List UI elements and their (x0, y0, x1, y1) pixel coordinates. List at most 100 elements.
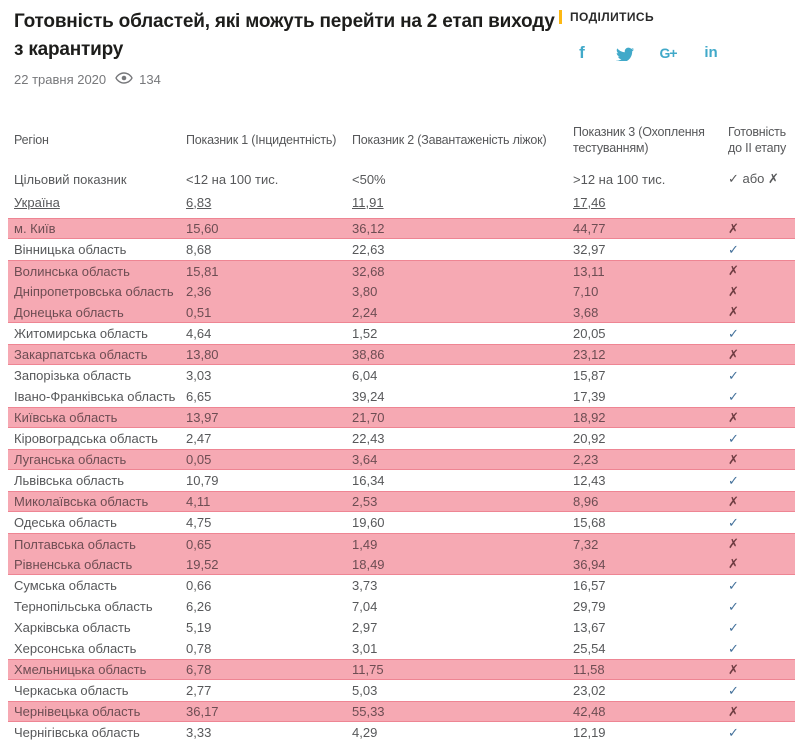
ukraine-v2-link[interactable]: 11,91 (352, 194, 384, 210)
readiness-mark: ✗ (728, 556, 739, 571)
share-icons: f G+ in (571, 44, 786, 62)
table-row: м. Київ 15,60 36,12 44,77 ✗ (8, 218, 795, 239)
region-name: Рівненська область (14, 556, 133, 572)
twitter-icon[interactable] (614, 46, 636, 61)
indicator1-value: 4,11 (186, 494, 211, 509)
col-header-indicator3: Показник 3 (Охоплення тестуванням) (573, 125, 705, 155)
table-row: Миколаївська область 4,11 2,53 8,96 ✗ (8, 491, 795, 512)
indicator1-value: 8,68 (186, 242, 212, 257)
ukraine-summary-row: Україна 6,83 11,91 17,46 (8, 191, 795, 213)
col-header-indicator2: Показник 2 (Завантаженість ліжок) (352, 133, 547, 147)
indicator1-value: 4,75 (186, 515, 212, 530)
indicator1-value: 3,33 (186, 725, 212, 740)
share-block: ПОДІЛИТИСЬ f G+ in (559, 8, 786, 87)
share-label-text: ПОДІЛИТИСЬ (570, 10, 654, 24)
share-accent-bar (559, 10, 562, 24)
region-name: Херсонська область (14, 641, 137, 656)
indicator1-value: 6,65 (186, 389, 212, 404)
indicator3-value: 7,10 (573, 284, 599, 299)
table-row: Черкаська область 2,77 5,03 23,02 ✓ (8, 680, 795, 701)
indicator3-value: 23,12 (573, 347, 606, 362)
region-name: Київська область (14, 410, 118, 425)
indicator1-value: 2,47 (186, 431, 212, 446)
region-name: Івано-Франківська область (14, 389, 176, 404)
indicator3-value: 17,39 (573, 389, 606, 404)
indicator1-value: 0,05 (186, 452, 212, 467)
target-v1: <12 на 100 тис. (186, 171, 279, 187)
indicator2-value: 3,01 (352, 641, 378, 656)
indicator2-value: 18,49 (352, 556, 385, 572)
readiness-mark: ✗ (728, 409, 739, 425)
views-count: 134 (139, 72, 161, 87)
indicator2-value: 3,73 (352, 578, 378, 593)
indicator3-value: 15,68 (573, 515, 606, 530)
indicator3-value: 12,43 (573, 473, 606, 488)
readiness-mark: ✗ (728, 493, 739, 509)
readiness-mark: ✓ (728, 724, 739, 740)
indicator2-value: 32,68 (352, 263, 385, 279)
region-name: Миколаївська область (14, 494, 149, 509)
indicator1-value: 0,65 (186, 536, 212, 552)
indicator2-value: 3,64 (352, 452, 378, 467)
indicator1-value: 2,77 (186, 683, 212, 698)
indicator3-value: 42,48 (573, 704, 606, 719)
google-plus-icon[interactable]: G+ (659, 45, 677, 61)
target-mark: ✓ або ✗ (728, 171, 779, 186)
indicator3-value: 13,67 (573, 620, 606, 635)
region-name: Харківська область (14, 620, 131, 635)
indicator2-value: 22,63 (352, 242, 385, 257)
indicator2-value: 39,24 (352, 389, 385, 404)
linkedin-icon[interactable]: in (704, 44, 718, 61)
table-row: Дніпропетровська область 2,36 3,80 7,10 … (8, 281, 795, 302)
readiness-mark: ✗ (728, 220, 739, 236)
table-row: Донецька область 0,51 2,24 3,68 ✗ (8, 302, 795, 323)
indicator1-value: 6,78 (186, 662, 212, 677)
table-row: Сумська область 0,66 3,73 16,57 ✓ (8, 575, 795, 596)
indicator2-value: 4,29 (352, 725, 378, 740)
readiness-mark: ✓ (728, 514, 739, 530)
article-header: Готовність областей, які можуть перейти … (0, 0, 800, 87)
ukraine-v3-link[interactable]: 17,46 (573, 194, 606, 210)
indicator3-value: 12,19 (573, 725, 606, 740)
title-block: Готовність областей, які можуть перейти … (14, 8, 559, 87)
ukraine-v1-link[interactable]: 6,83 (186, 194, 212, 210)
region-name: Одеська область (14, 515, 117, 530)
region-name: Вінницька область (14, 242, 127, 257)
indicator3-value: 20,92 (573, 431, 606, 446)
target-label: Цільовий показник (14, 171, 127, 187)
readiness-mark: ✗ (728, 304, 739, 319)
eye-icon (115, 72, 133, 87)
indicator1-value: 3,03 (186, 368, 212, 383)
readiness-mark: ✓ (728, 430, 739, 446)
table-body: м. Київ 15,60 36,12 44,77 ✗ Вінницька об… (8, 218, 795, 740)
table-row: Івано-Франківська область 6,65 39,24 17,… (8, 386, 795, 407)
indicator3-value: 23,02 (573, 683, 606, 698)
indicator1-value: 10,79 (186, 473, 219, 488)
region-name: Луганська область (14, 452, 127, 467)
indicator2-value: 22,43 (352, 431, 385, 446)
readiness-mark: ✗ (728, 346, 739, 362)
table-row: Чернігівська область 3,33 4,29 12,19 ✓ (8, 722, 795, 740)
indicator3-value: 13,11 (573, 263, 605, 279)
readiness-table: Регіон Показник 1 (Інцидентність) Показн… (8, 113, 795, 740)
table-header-row: Регіон Показник 1 (Інцидентність) Показн… (8, 113, 795, 167)
region-name: Запорізька область (14, 368, 132, 383)
readiness-mark: ✗ (728, 536, 739, 551)
indicator2-value: 38,86 (352, 347, 385, 362)
indicator1-value: 13,97 (186, 410, 219, 425)
indicator2-value: 36,12 (352, 221, 385, 236)
readiness-mark: ✓ (728, 241, 739, 257)
readiness-mark: ✓ (728, 619, 739, 635)
indicator3-value: 18,92 (573, 410, 606, 425)
readiness-mark: ✓ (728, 640, 739, 656)
readiness-mark: ✓ (728, 598, 739, 614)
readiness-mark: ✓ (728, 472, 739, 488)
table-row: Одеська область 4,75 19,60 15,68 ✓ (8, 512, 795, 533)
indicator3-value: 8,96 (573, 494, 599, 509)
ukraine-link[interactable]: Україна (14, 194, 60, 210)
facebook-icon[interactable]: f (579, 43, 585, 62)
target-v2: <50% (352, 171, 386, 187)
region-name: Чернівецька область (14, 704, 141, 719)
article-meta: 22 травня 2020 134 (14, 72, 559, 87)
